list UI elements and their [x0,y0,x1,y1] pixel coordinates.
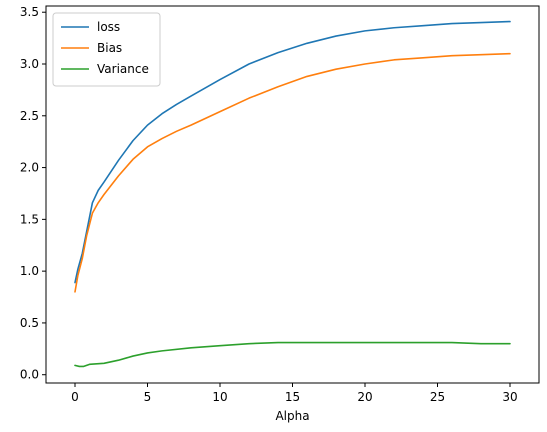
x-tick-label: 10 [212,390,227,404]
y-tick-label: 1.0 [20,264,39,278]
y-tick-label: 3.5 [20,5,39,19]
legend-label-loss: loss [97,20,120,34]
series-layer [74,20,511,368]
x-tick-label: 30 [502,390,517,404]
x-tick-label: 25 [430,390,445,404]
legend-label-bias: Bias [97,41,122,55]
x-tick-label: 20 [357,390,372,404]
series-line-bias [74,52,511,293]
y-tick-label: 2.5 [20,109,39,123]
x-tick-label: 0 [71,390,79,404]
x-tick-label: 5 [144,390,152,404]
y-tick-label: 0.0 [20,368,39,382]
y-tick-label: 0.5 [20,316,39,330]
y-tick-label: 1.5 [20,212,39,226]
legend: loss Bias Variance [52,12,161,87]
plot-frame [45,5,540,384]
tick-layer: 0 5 10 15 20 25 30 0.0 0.5 1.0 1.5 2.0 2.5 3.0 3.5 [20,5,518,404]
series-line-variance [74,341,511,368]
x-tick-label: 15 [285,390,300,404]
legend-box [52,12,161,87]
x-axis-label: Alpha [275,409,309,423]
series-line-loss [74,20,511,284]
legend-label-variance: Variance [97,62,149,76]
y-tick-label: 2.0 [20,161,39,175]
y-tick-label: 3.0 [20,57,39,71]
